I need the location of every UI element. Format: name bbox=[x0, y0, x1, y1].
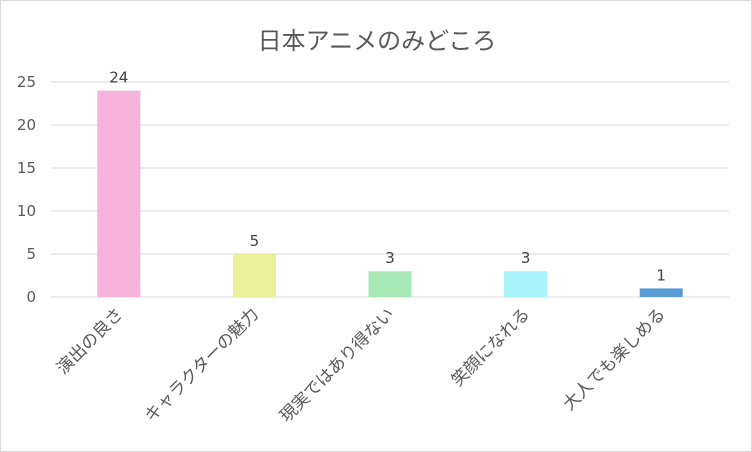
data-label: 1 bbox=[656, 266, 666, 284]
category-label: キャラクターの魅力 bbox=[141, 304, 263, 426]
category-label: 現実ではあり得ない bbox=[276, 304, 398, 426]
category-label: 大人でも楽しめる bbox=[559, 304, 669, 414]
chart-title: 日本アニメのみどころ bbox=[258, 27, 497, 55]
y-tick-label: 0 bbox=[26, 288, 36, 306]
bar bbox=[232, 254, 276, 297]
category-labels: 演出の良さ キャラクターの魅力 現実ではあり得ない 笑顔になれる 大人でも楽しめる bbox=[53, 304, 670, 426]
category-label: 演出の良さ bbox=[53, 304, 127, 378]
gridlines bbox=[51, 81, 729, 298]
data-label: 5 bbox=[250, 232, 260, 250]
y-tick-label: 20 bbox=[17, 116, 36, 134]
y-tick-label: 10 bbox=[17, 202, 36, 220]
bar bbox=[504, 271, 548, 297]
y-axis-ticks: 0 5 10 15 20 25 bbox=[17, 73, 36, 306]
data-label: 3 bbox=[521, 249, 531, 267]
bars bbox=[97, 90, 683, 297]
bar bbox=[368, 271, 412, 297]
bar bbox=[97, 90, 141, 297]
category-label: 笑顔になれる bbox=[448, 304, 534, 390]
bar bbox=[639, 288, 683, 297]
y-tick-label: 5 bbox=[26, 245, 36, 263]
data-label: 24 bbox=[109, 69, 128, 87]
data-labels: 24 5 3 3 1 bbox=[109, 69, 666, 285]
y-tick-label: 15 bbox=[17, 159, 36, 177]
y-tick-label: 25 bbox=[17, 73, 36, 91]
data-label: 3 bbox=[385, 249, 395, 267]
